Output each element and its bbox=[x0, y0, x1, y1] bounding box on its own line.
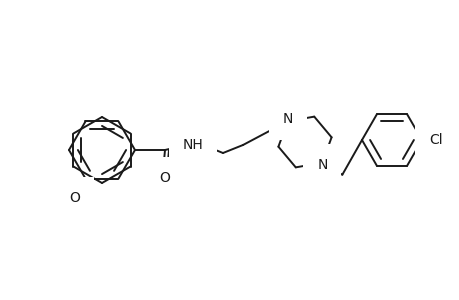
Text: O: O bbox=[159, 171, 170, 185]
Text: O: O bbox=[69, 190, 80, 205]
Text: N: N bbox=[282, 112, 292, 126]
Text: N: N bbox=[316, 158, 327, 172]
Text: NH: NH bbox=[182, 138, 203, 152]
Text: Cl: Cl bbox=[428, 133, 442, 147]
